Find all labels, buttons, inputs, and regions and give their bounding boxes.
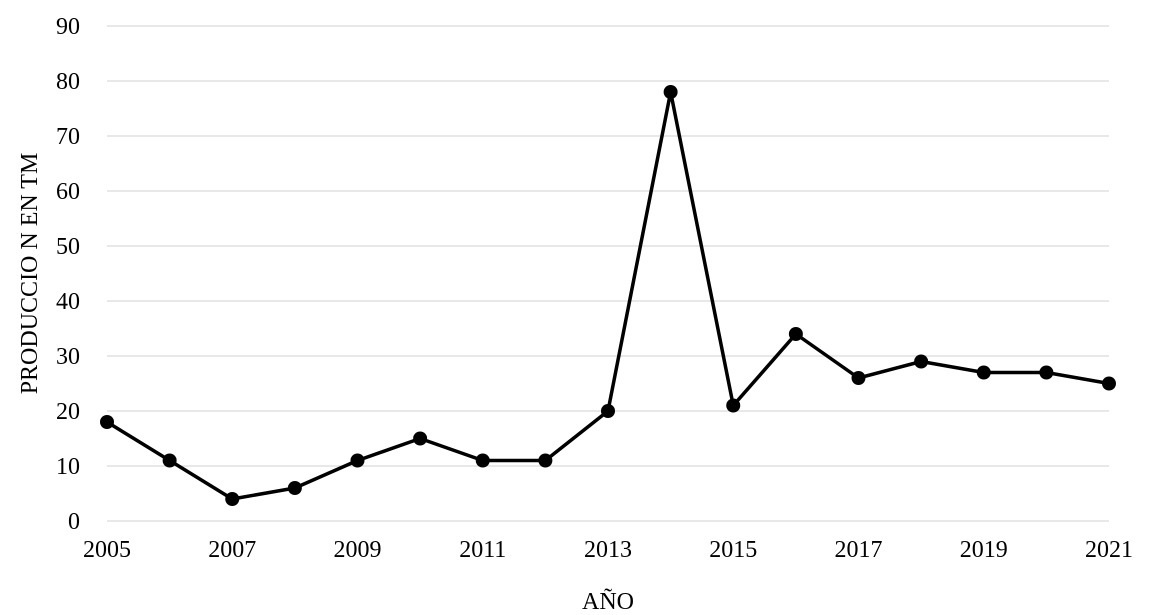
- y-tick-label: 30: [56, 344, 80, 370]
- data-point: [413, 431, 428, 446]
- data-point: [100, 415, 114, 429]
- data-point: [1039, 365, 1054, 380]
- data-point: [225, 492, 240, 506]
- data-point: [976, 365, 991, 380]
- x-axis-title: AÑO: [582, 589, 634, 615]
- y-axis-ticks: 0 10 20 30 40 50 60 70 80 90: [56, 14, 80, 535]
- x-tick-label: 2015: [709, 537, 757, 563]
- grid-lines: [107, 25, 1109, 467]
- data-point: [851, 371, 866, 385]
- data-point: [726, 398, 741, 413]
- y-tick-label: 40: [56, 289, 80, 315]
- series-group: [100, 85, 1116, 506]
- data-point: [914, 354, 929, 369]
- x-tick-label: 2009: [334, 537, 382, 563]
- data-point: [475, 453, 490, 468]
- data-point: [350, 453, 365, 468]
- data-point: [287, 481, 302, 495]
- y-tick-label: 0: [68, 509, 80, 535]
- data-point: [601, 404, 615, 418]
- y-axis-title: PRODUCCIO N EN TM: [17, 153, 43, 395]
- data-point: [788, 327, 803, 341]
- y-tick-label: 80: [56, 69, 80, 95]
- x-tick-label: 2019: [960, 537, 1008, 563]
- data-point: [1102, 376, 1116, 391]
- y-tick-label: 50: [56, 234, 80, 260]
- x-tick-label: 2017: [835, 537, 883, 563]
- data-point: [162, 453, 177, 468]
- y-tick-label: 60: [56, 179, 80, 205]
- data-point: [538, 453, 553, 468]
- x-tick-label: 2013: [584, 537, 632, 563]
- x-tick-label: 2005: [83, 537, 131, 563]
- x-tick-label: 2007: [208, 537, 256, 563]
- x-axis-ticks: 2005 2007 2009 2011 2013 2015 2017 2019 2021: [83, 537, 1133, 563]
- y-tick-label: 20: [56, 399, 80, 425]
- data-point: [663, 85, 678, 99]
- y-tick-label: 70: [56, 124, 80, 150]
- series-line: [106, 90, 1110, 501]
- x-tick-label: 2021: [1085, 537, 1133, 563]
- x-tick-label: 2011: [459, 537, 506, 563]
- y-tick-label: 10: [56, 454, 80, 480]
- y-tick-label: 90: [56, 14, 80, 40]
